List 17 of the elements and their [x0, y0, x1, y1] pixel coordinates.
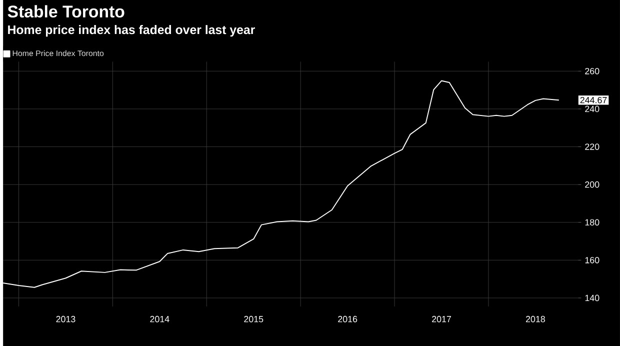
x-tick-label: 2013: [56, 316, 76, 322]
y-tick-label: 140: [585, 294, 600, 301]
y-tick-label: 200: [585, 181, 600, 188]
line-series: [2, 80, 560, 288]
annotation: 244.67: [580, 96, 607, 104]
x-tick-label: 2015: [244, 316, 264, 322]
x-tick-label: 2016: [338, 316, 358, 322]
y-tick-label: 220: [585, 143, 600, 150]
x-tick-label: 2018: [526, 316, 545, 322]
x-tick-label: 2017: [432, 316, 451, 322]
chart-title: Stable Toronto: [8, 5, 124, 18]
y-tick-label: 180: [585, 219, 600, 226]
chart-subtitle: Home price index has faded over last year: [8, 24, 255, 36]
y-tick-label: 240: [585, 106, 600, 112]
y-tick-label: 160: [585, 256, 600, 264]
y-tick-label: 260: [585, 68, 600, 74]
x-tick-label: 2014: [150, 316, 170, 322]
